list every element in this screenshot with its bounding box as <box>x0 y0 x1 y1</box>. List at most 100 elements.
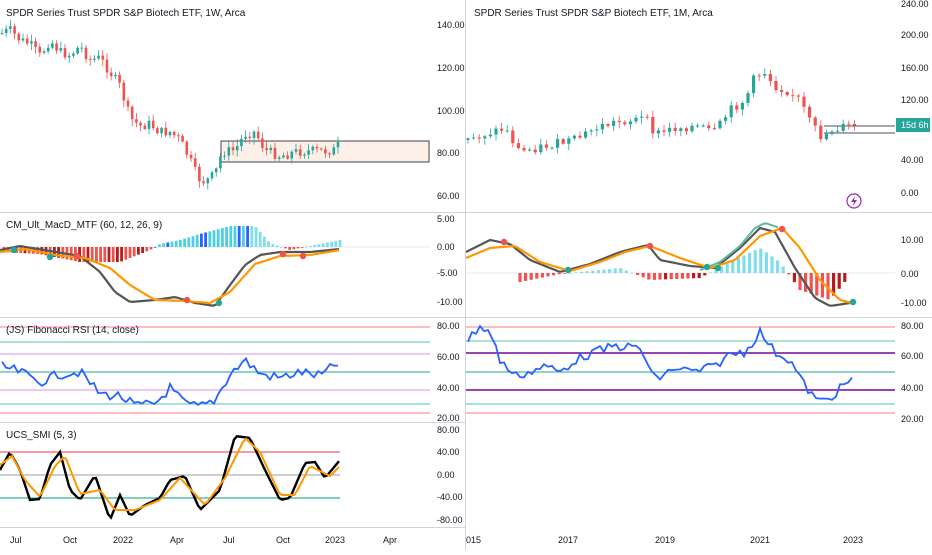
left-chart-title: SPDR Series Trust SPDR S&P Biotech ETF, … <box>6 8 246 19</box>
price-tick: 120.00 <box>437 63 465 73</box>
histogram-bar <box>221 228 224 247</box>
histogram-bar <box>540 273 544 278</box>
left-rsi-pane[interactable]: (JS) Fibonacci RSI (14, close) 80.00 60.… <box>0 321 460 423</box>
weekly-candles <box>0 19 340 190</box>
histogram-bar <box>120 247 123 262</box>
weekly-candle <box>55 40 58 54</box>
histogram-bar <box>725 263 729 273</box>
histogram-bar <box>843 273 847 282</box>
histogram-bar <box>330 241 333 247</box>
weekly-candle <box>25 34 29 46</box>
left-price-pane[interactable]: SPDR Series Trust SPDR S&P Biotech ETF, … <box>0 8 465 201</box>
histogram-bar <box>233 226 237 247</box>
weekly-candle <box>202 176 205 186</box>
histogram-bar <box>204 232 207 247</box>
right-macd-pane[interactable]: 10.00 0.00 -10.00 <box>465 222 927 308</box>
weekly-candle <box>185 140 189 159</box>
smi-tick: 40.00 <box>437 447 460 457</box>
weekly-candle <box>17 32 21 45</box>
weekly-candle <box>277 155 281 162</box>
cross-dot <box>646 242 654 250</box>
price-tick: 60.00 <box>437 191 460 201</box>
left-smi-pane[interactable]: UCS_SMI (5, 3) 80.00 40.00 0.00 -40.00 -… <box>0 425 463 525</box>
left-macd-pane[interactable]: CM_Ult_MacD_MTF (60, 12, 26, 9) 5.00 0.0… <box>0 214 463 307</box>
monthly-candle <box>477 134 481 144</box>
histogram-bar <box>658 273 662 280</box>
right-price-pane[interactable]: SPDR Series Trust SPDR S&P Biotech ETF, … <box>466 0 930 209</box>
monthly-candle <box>628 118 632 130</box>
histogram-bar <box>809 273 813 294</box>
histogram-bar <box>95 247 98 262</box>
cross-dot <box>73 252 81 260</box>
weekly-candle <box>261 132 264 152</box>
left-price-axis[interactable]: 140.00 120.00 100.00 80.00 60.00 <box>437 20 465 201</box>
smi-signal-line <box>0 437 340 511</box>
histogram-bar <box>305 246 308 248</box>
histogram-bar <box>832 273 836 296</box>
cross-dot <box>500 238 508 246</box>
histogram-bar <box>86 247 90 262</box>
histogram-bar <box>552 273 556 276</box>
histogram-bar <box>518 273 522 282</box>
cross-dot <box>714 264 722 272</box>
macd-tick: -5.00 <box>437 268 458 278</box>
weekly-candle <box>282 152 285 159</box>
weekly-candle <box>290 149 294 164</box>
monthly-candle <box>763 68 767 79</box>
monthly-candle <box>567 135 571 151</box>
weekly-candle <box>332 144 336 156</box>
histogram-bar <box>132 247 136 257</box>
monthly-candle <box>712 123 716 131</box>
histogram-bar <box>116 247 119 262</box>
weekly-candle <box>42 48 46 55</box>
weekly-candle <box>269 144 273 154</box>
time-tick: 2021 <box>750 535 770 545</box>
weekly-candle <box>324 145 327 158</box>
weekly-candle <box>214 167 218 177</box>
weekly-candle <box>181 134 184 143</box>
right-time-axis[interactable]: 015 2017 2019 2021 2023 <box>466 535 863 545</box>
histogram-bar <box>309 245 312 247</box>
histogram-bar <box>326 242 329 247</box>
histogram-bar <box>613 268 617 273</box>
histogram-bar <box>317 244 321 247</box>
histogram-bar <box>158 244 161 247</box>
right-rsi-pane[interactable]: 80.00 60.00 40.00 20.00 <box>466 321 924 424</box>
histogram-bar <box>624 270 628 273</box>
histogram-bar <box>753 250 757 273</box>
monthly-candle <box>550 146 554 150</box>
weekly-candle <box>105 53 109 79</box>
histogram-bar <box>153 246 157 248</box>
rsi-tick: 60.00 <box>437 352 460 362</box>
lightning-icon[interactable] <box>846 193 862 209</box>
histogram-bar <box>820 273 824 298</box>
histogram-bar <box>6 247 10 253</box>
histogram-bar <box>90 247 94 262</box>
weekly-candle <box>164 121 168 138</box>
histogram-bar <box>630 272 634 274</box>
monthly-candle <box>584 127 588 140</box>
cross-dot <box>564 266 572 274</box>
cross-dot <box>703 263 711 271</box>
monthly-candle <box>505 125 509 133</box>
macd-fast-line <box>699 222 779 271</box>
weekly-candle <box>151 114 155 131</box>
weekly-candle <box>315 143 319 153</box>
right-chart-title: SPDR Series Trust SPDR S&P Biotech ETF, … <box>474 8 713 19</box>
histogram-bar <box>82 247 86 262</box>
right-price-axis[interactable]: 240.00 200.00 160.00 120.00 40.00 0.00 <box>901 0 929 198</box>
weekly-candle <box>210 170 214 181</box>
left-time-axis[interactable]: Jul Oct 2022 Apr Jul Oct 2023 Apr <box>10 535 397 545</box>
monthly-candle <box>690 122 694 134</box>
histogram-bar <box>107 247 111 262</box>
monthly-candle <box>640 110 644 124</box>
weekly-candle <box>286 151 289 160</box>
weekly-candle <box>303 152 306 159</box>
time-tick: Apr <box>383 535 397 545</box>
monthly-candle <box>735 102 739 114</box>
monthly-candle <box>701 123 705 128</box>
weekly-candle <box>38 43 42 57</box>
